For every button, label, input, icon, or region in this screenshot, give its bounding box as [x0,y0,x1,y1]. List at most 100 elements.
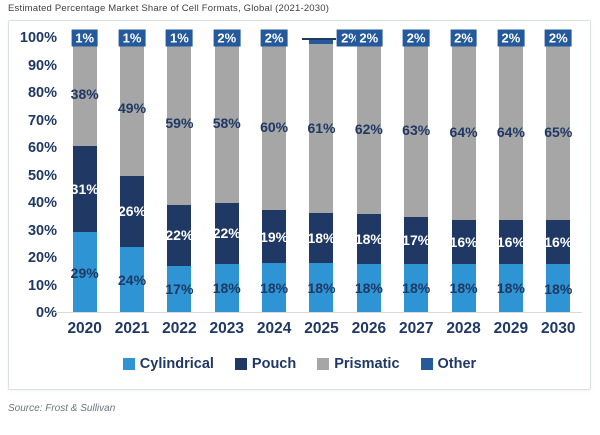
x-axis-label: 2023 [209,320,244,337]
bar-segment-pouch [262,210,287,263]
y-tick-label: 50% [27,167,57,184]
chart-card: 0% 10% 20% 30% 40% 50% 60% 70% 80% 90% 100% 29% 31%… [8,20,591,390]
segment-label-pouch: 17% [402,232,431,249]
stacked-bar: 17% 22% 59% 1% [165,29,194,313]
bar-slot: 17% 22% 59% 1% [156,29,203,313]
segment-label-cylindrical: 18% [212,280,241,297]
segment-label-pouch: 18% [354,230,383,247]
segment-label-pouch: 26% [118,203,147,220]
bar-slot: 18% 17% 63% 2% [393,29,440,313]
bar-segment-pouch [546,220,571,264]
bar-segment-prismatic [72,40,97,147]
bar-segment-other [309,38,334,44]
segment-label-prismatic: 64% [496,123,525,140]
segment-label-other: 2% [544,29,572,47]
segment-label-cylindrical: 17% [165,281,194,298]
stacked-bar: 18% 16% 64% 2% [449,29,478,313]
x-axis-label: 2026 [351,320,387,337]
x-axis-label: 2020 [67,320,102,337]
legend-label: Pouch [251,356,297,372]
legend-label: Cylindrical [139,356,214,372]
segment-label-prismatic: 59% [165,114,194,131]
stacked-bar: 18% 17% 63% 2% [402,29,431,313]
segment-label-prismatic: 62% [354,120,383,137]
bar-segment-prismatic [404,43,429,217]
segment-label-cylindrical: 18% [402,280,431,297]
bar-segment-cylindrical [451,263,476,313]
bar-segment-prismatic [167,40,192,205]
legend-color-swatch-pouch [234,358,247,370]
stacked-bar: 29% 31% 38% 1% [70,29,99,313]
segment-label-cylindrical: 18% [260,280,289,296]
segment-label-pouch: 18% [307,230,336,246]
legend-label: Other [437,356,477,372]
segment-label-prismatic: 65% [544,123,573,140]
bar-slot: 18% 16% 65% 2% [535,29,582,313]
bar-segment-pouch [72,146,97,233]
bar-slot: 18% 16% 64% 2% [440,29,487,313]
plot-area: 0% 10% 20% 30% 40% 50% 60% 70% 80% 90% 100% 29% 31%… [11,29,582,321]
bar-segment-pouch [214,203,239,264]
bar-segment-cylindrical [214,263,239,313]
segment-label-cylindrical: 29% [70,264,99,281]
x-axis-label: 2025 [304,320,339,337]
segment-label-other: 1% [118,29,146,47]
segment-label-pouch: 22% [212,225,241,242]
segment-label-other: 1% [165,29,193,47]
x-axis-label: 2022 [162,320,197,337]
bar-segment-cylindrical [167,265,192,313]
bar-segment-cylindrical [120,247,145,313]
segment-label-other: 2% [260,29,288,47]
bar-segment-cylindrical [546,264,571,313]
bar-segment-pouch [309,213,334,263]
legend-item-other: Other [420,356,477,372]
bar-segment-pouch [404,216,429,264]
stacked-bar: 18% 16% 64% 2% [496,29,525,313]
x-axis-label: 2024 [256,320,292,337]
legend-item-prismatic: Prismatic [317,356,400,372]
bar-segment-prismatic [120,40,145,176]
bar-segment-pouch [167,204,192,266]
stacked-bar: 18% 22% 58% 2% [212,29,241,313]
legend-color-swatch-prismatic [317,358,330,370]
y-tick-label: 90% [27,57,57,74]
segment-label-pouch: 16% [449,233,478,250]
bar-segment-pouch [451,219,476,264]
segment-label-pouch: 16% [544,234,573,251]
segment-label-cylindrical: 24% [118,272,147,288]
bar-segment-cylindrical [404,263,429,313]
segment-label-cylindrical: 18% [354,280,383,297]
segment-label-cylindrical: 18% [307,280,336,296]
legend-color-swatch-other [420,358,433,370]
source-note: Source: Frost & Sullivan [8,403,116,414]
x-axis-label: 2021 [114,320,150,337]
bar-segment-prismatic [214,43,239,203]
y-tick-label: 40% [27,195,57,211]
x-axis-label: 2030 [541,320,576,337]
segment-label-pouch: 19% [260,228,289,245]
bar-segment-cylindrical [356,263,381,313]
bar-segment-prismatic [546,43,571,221]
segment-label-other: 2% [497,29,525,47]
label-leader-line [302,38,337,40]
y-tick-label: 20% [27,250,57,266]
bars-area: 29% 31% 38% 1% 24% 26% 49% 1% 17% 22% 59% 1% 18% 22% 5… [55,29,582,313]
chart-title: Estimated Percentage Market Share of Cel… [8,3,330,14]
x-axis-label: 2028 [446,320,481,337]
bar-segment-prismatic [356,43,381,214]
segment-label-prismatic: 64% [449,123,478,140]
segment-label-other: 1% [71,29,99,47]
segment-label-other: 2% [213,29,241,47]
segment-label-other: 2% [450,29,477,47]
stacked-bar: 18% 16% 65% 2% [544,29,573,313]
bar-slot: 29% 31% 38% 1% [61,29,108,313]
bar-segment-cylindrical [498,263,523,313]
segment-label-prismatic: 61% [307,120,336,137]
y-axis: 0% 10% 20% 30% 40% 50% 60% 70% 80% 90% 100% [11,30,61,321]
y-tick-label: 80% [27,85,57,101]
segment-label-prismatic: 63% [402,122,431,139]
stacked-bar: 24% 26% 49% 1% [118,29,147,313]
bar-segment-prismatic [262,43,287,211]
segment-label-cylindrical: 18% [544,280,573,297]
bar-segment-pouch [498,219,523,264]
